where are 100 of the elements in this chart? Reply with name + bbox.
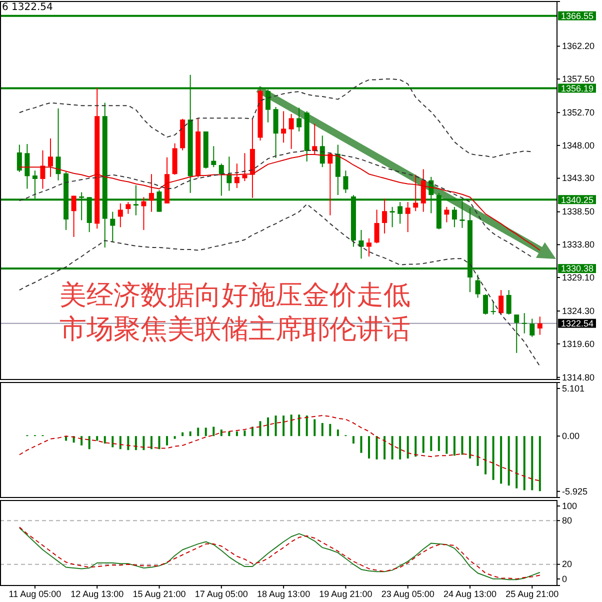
- candlestick: [281, 110, 286, 144]
- bar: [142, 436, 145, 450]
- candlestick: [126, 202, 131, 214]
- candlestick: [537, 316, 542, 336]
- bar: [329, 424, 332, 436]
- bar: [484, 436, 487, 474]
- bar: [259, 421, 262, 436]
- bar: [384, 436, 386, 460]
- candlestick: [288, 113, 294, 150]
- y-tick-label: 1348.00: [562, 140, 595, 150]
- y-tick-label: 1324.30: [562, 306, 595, 316]
- bar: [228, 431, 230, 436]
- candlestick: [312, 123, 318, 156]
- candlestick: [405, 202, 410, 233]
- y-tick-label: 20: [562, 559, 572, 570]
- bar: [104, 436, 106, 444]
- bar: [430, 436, 432, 452]
- candlestick: [48, 138, 53, 178]
- line-series: [18, 78, 533, 158]
- candlestick: [498, 290, 504, 316]
- bar: [197, 428, 200, 436]
- bar: [298, 414, 300, 436]
- candlestick: [506, 290, 512, 316]
- bar: [182, 432, 184, 436]
- x-tick-label: 23 Aug 05:00: [381, 588, 434, 599]
- bar: [80, 436, 83, 446]
- y-tick-label: 80: [562, 515, 572, 526]
- bar: [492, 436, 494, 480]
- candlestick: [218, 163, 224, 196]
- candlestick: [211, 146, 216, 168]
- bar: [414, 436, 417, 457]
- x-tick-label: 11 Aug 05:00: [8, 588, 62, 599]
- x-tick-label: 25 Aug 21:00: [506, 588, 559, 599]
- candlestick: [452, 206, 457, 228]
- y-tick-label: 1338.50: [562, 206, 595, 217]
- x-tick-label: 12 Aug 13:00: [70, 588, 124, 599]
- bar: [267, 417, 270, 436]
- bar: [360, 436, 362, 453]
- ref-line-label: 1356.19: [561, 83, 594, 94]
- candlestick: [374, 209, 380, 244]
- bar: [368, 436, 370, 458]
- y-tick-label: 1357.50: [562, 74, 595, 84]
- candlestick: [343, 170, 348, 194]
- candlestick: [490, 300, 496, 316]
- ref-line-label: 1330.38: [561, 264, 594, 274]
- bar: [500, 436, 502, 484]
- bar: [166, 436, 168, 446]
- candlestick: [71, 195, 76, 238]
- bar: [127, 436, 130, 450]
- bar: [516, 436, 518, 488]
- ref-line-label: 1322.54: [561, 318, 594, 329]
- candlestick: [530, 318, 535, 338]
- y-tick-label: 1352.70: [562, 107, 595, 118]
- y-tick-label: 1343.30: [562, 173, 595, 184]
- ref-line-label: 1340.25: [561, 194, 594, 205]
- candlestick: [56, 108, 61, 181]
- bar: [112, 436, 114, 448]
- bar: [391, 436, 394, 460]
- bar: [538, 436, 541, 492]
- bar: [438, 436, 440, 452]
- bar: [212, 426, 215, 436]
- x-tick-label: 18 Aug 13:00: [257, 588, 310, 599]
- annotation: 市场聚焦美联储主席耶伦讲话: [60, 314, 410, 345]
- y-tick-label: 1319.60: [562, 338, 595, 349]
- bar: [119, 436, 122, 450]
- y-tick-label: 1329.10: [562, 272, 595, 282]
- candlestick: [522, 312, 527, 334]
- bar: [174, 436, 176, 439]
- ref-line-label: 1366.55: [561, 11, 594, 22]
- candlestick: [514, 314, 520, 354]
- candlestick: [24, 144, 30, 190]
- candlestick: [483, 294, 488, 316]
- candlestick: [118, 202, 123, 228]
- bar: [290, 414, 292, 436]
- bar: [446, 436, 448, 454]
- candlestick: [335, 144, 340, 196]
- bar: [508, 436, 510, 486]
- candlestick: [475, 274, 480, 298]
- candlestick: [40, 150, 46, 190]
- bar: [189, 431, 192, 436]
- line-series: [18, 204, 540, 367]
- y-tick-label: 100: [562, 500, 578, 511]
- bar: [468, 436, 471, 458]
- candlestick: [366, 238, 372, 258]
- x-tick-label: 15 Aug 21:00: [132, 588, 186, 599]
- x-tick-label: 17 Aug 05:00: [194, 588, 248, 599]
- bar: [336, 430, 339, 436]
- candlestick: [141, 196, 146, 230]
- candlestick: [296, 107, 302, 132]
- bar: [406, 436, 409, 458]
- candlestick: [16, 144, 22, 172]
- candlestick: [110, 211, 116, 242]
- candlestick: [390, 206, 395, 228]
- y-tick-label: 1333.80: [562, 240, 595, 250]
- candlestick: [148, 174, 154, 212]
- bar: [236, 431, 238, 436]
- bar: [531, 436, 534, 490]
- bar: [321, 423, 324, 436]
- bar: [476, 436, 479, 466]
- annotation: 美经济数据向好施压金价走低: [60, 280, 410, 311]
